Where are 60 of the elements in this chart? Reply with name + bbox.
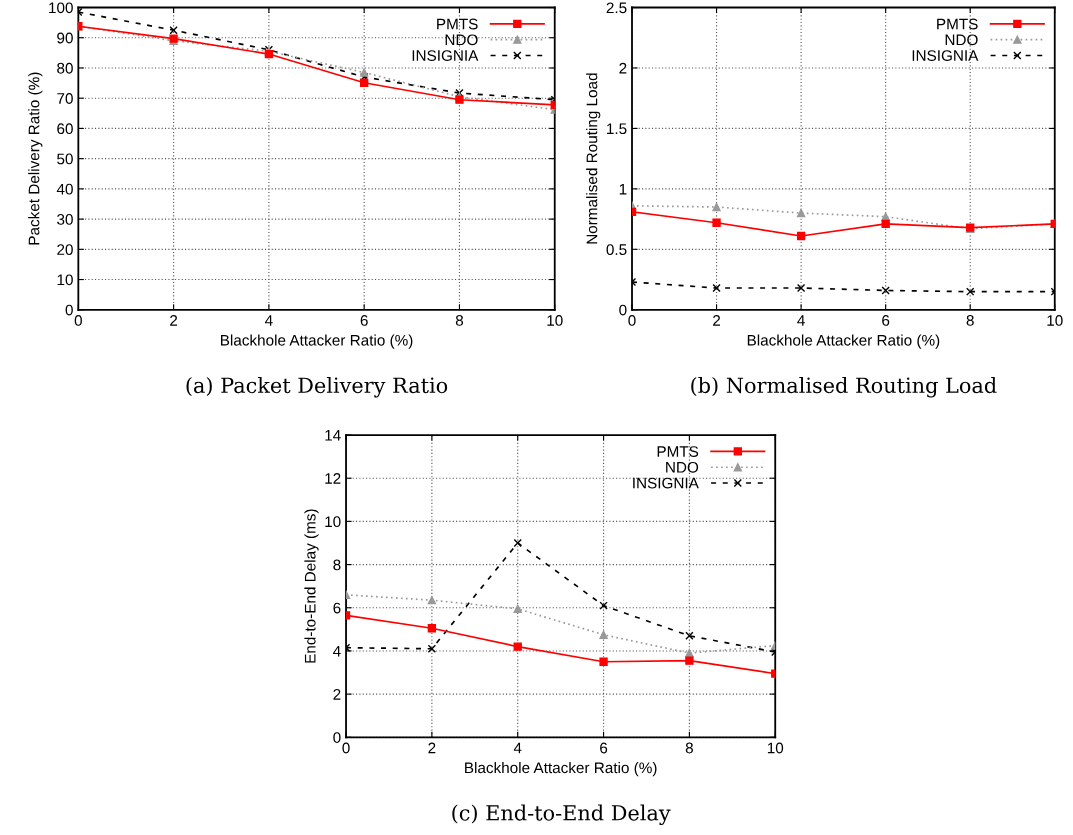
- text: (b) Normalised Routing Load: [691, 377, 997, 398]
- x-tick-label: 10: [547, 315, 563, 326]
- y-tick-label: 8: [333, 559, 341, 571]
- x-tick-label: 4: [265, 315, 273, 326]
- y-tick-label: 50: [57, 153, 73, 165]
- x-tick-label: 0: [628, 315, 636, 326]
- text: (c) End-to-End Delay: [452, 804, 671, 825]
- y-tick-label: 60: [57, 123, 73, 135]
- x-tick-label: 10: [1047, 315, 1063, 326]
- y-axis-title: Packet Delivery Ratio (%): [28, 72, 43, 245]
- y-tick-label: 70: [57, 93, 73, 104]
- x-tick-label: 0: [74, 315, 82, 326]
- legend-label: INSIGNIA: [633, 477, 699, 489]
- x-tick-label: 2: [170, 315, 178, 326]
- y-tick-label: 0: [619, 304, 627, 316]
- text: (a) Packet Delivery Ratio: [186, 377, 448, 398]
- y-tick-label: 0: [65, 304, 73, 316]
- x-tick-label: 8: [966, 315, 974, 326]
- x-tick-label: 6: [882, 315, 890, 326]
- x-tick-label: 10: [767, 742, 784, 754]
- x-tick-label: 6: [360, 315, 368, 326]
- x-tick-label: 8: [455, 315, 464, 326]
- y-tick-label: 1.5: [607, 123, 627, 135]
- legend-label: INSIGNIA: [412, 50, 479, 61]
- y-axis-title: Normalised Routing Load: [586, 73, 601, 244]
- legend-label: NDO: [666, 461, 699, 473]
- y-tick-label: 0: [333, 732, 341, 743]
- y-tick-label: 90: [57, 32, 73, 44]
- y-tick-label: 2: [619, 62, 627, 74]
- y-tick-label: 1: [619, 183, 627, 195]
- x-tick-label: 4: [797, 315, 805, 326]
- y-tick-label: 4: [333, 645, 341, 657]
- y-tick-label: 14: [325, 430, 341, 441]
- x-axis-title: Blackhole Attacker Ratio (%): [465, 761, 657, 777]
- x-axis-title: Blackhole Attacker Ratio (%): [220, 334, 413, 349]
- y-tick-label: 10: [57, 274, 73, 286]
- y-tick-label: 100: [49, 2, 73, 14]
- legend-label: PMTS: [657, 446, 699, 457]
- legend-label: PMTS: [937, 18, 978, 30]
- y-tick-label: 20: [57, 244, 73, 256]
- legend-label: NDO: [445, 34, 478, 46]
- legend-label: NDO: [945, 34, 978, 46]
- legend-label: PMTS: [437, 18, 478, 30]
- y-tick-label: 6: [333, 602, 341, 614]
- x-tick-label: 2: [713, 315, 721, 326]
- y-tick-label: 40: [56, 183, 73, 195]
- y-tick-label: 2.5: [606, 2, 627, 14]
- x-tick-label: 0: [342, 742, 350, 754]
- y-tick-label: 12: [325, 473, 341, 484]
- legend-label: INSIGNIA: [912, 50, 979, 61]
- y-tick-label: 10: [325, 516, 341, 528]
- y-tick-label: 30: [57, 213, 73, 225]
- x-tick-label: 2: [428, 742, 436, 754]
- x-axis-title: Blackhole Attacker Ratio (%): [747, 334, 940, 349]
- y-tick-label: 80: [57, 62, 73, 74]
- y-tick-label: 0.5: [606, 244, 627, 256]
- y-axis-title: End-to-End Delay (ms): [304, 509, 319, 663]
- x-tick-label: 4: [513, 742, 522, 754]
- x-tick-label: 8: [685, 742, 693, 754]
- y-tick-label: 2: [333, 688, 341, 700]
